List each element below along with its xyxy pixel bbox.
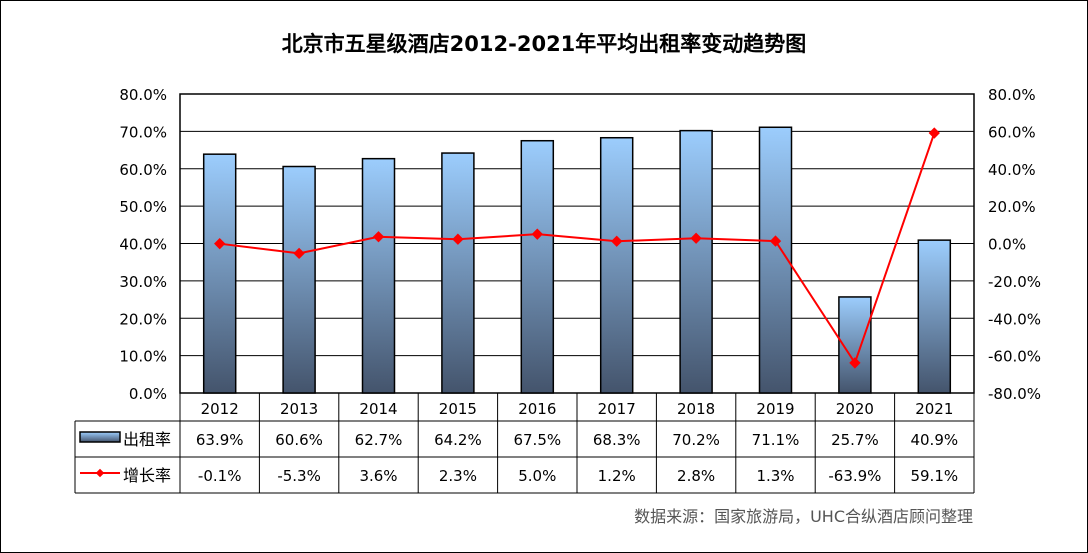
y-left-tick-label: 0.0% xyxy=(129,385,167,403)
table-cell-occupancy: 60.6% xyxy=(275,431,323,449)
bar-2017 xyxy=(599,136,634,394)
table-cell-occupancy: 71.1% xyxy=(752,431,800,449)
x-tick-label: 2018 xyxy=(677,400,715,418)
table-cell-occupancy: 40.9% xyxy=(910,431,958,449)
chart-title: 北京市五星级酒店2012-2021年平均出租率变动趋势图 xyxy=(282,32,807,56)
y-right-tick-label: 60.0% xyxy=(988,123,1036,141)
growth-point-2015 xyxy=(452,233,464,245)
growth-line xyxy=(219,132,936,366)
y-right-tick-label: 20.0% xyxy=(988,198,1036,216)
y-right-tick-label: -60.0% xyxy=(988,348,1041,366)
x-tick-label: 2015 xyxy=(439,400,477,418)
legend-bar-key xyxy=(79,431,121,443)
y-right-tick-label: -40.0% xyxy=(988,310,1041,328)
legend-line-marker xyxy=(95,468,105,478)
y-left-tick-label: 70.0% xyxy=(119,123,167,141)
y-left-tick-label: 80.0% xyxy=(119,86,167,104)
x-tick-label: 2017 xyxy=(598,400,636,418)
table-cell-growth: 2.8% xyxy=(677,467,715,485)
table-cell-growth: 5.0% xyxy=(518,467,556,485)
table-cell-growth: 1.2% xyxy=(598,467,636,485)
y-left-tick-label: 10.0% xyxy=(119,348,167,366)
bar-2012 xyxy=(202,153,237,394)
y-right-tick-label: -80.0% xyxy=(988,385,1041,403)
x-tick-label: 2013 xyxy=(280,400,318,418)
growth-point-2016 xyxy=(531,228,543,240)
bar-2018 xyxy=(679,129,713,394)
growth-point-2014 xyxy=(372,231,385,243)
growth-point-2018 xyxy=(690,232,702,244)
bar-2015 xyxy=(441,152,475,394)
bar-2019 xyxy=(758,126,793,394)
table-cell-growth: 3.6% xyxy=(359,467,397,485)
legend-label-growth: 增长率 xyxy=(123,466,171,485)
y-left-tick-label: 60.0% xyxy=(119,161,167,179)
growth-point-2017 xyxy=(611,235,623,247)
table-cell-occupancy: 64.2% xyxy=(434,431,482,449)
x-tick-label: 2014 xyxy=(359,400,397,418)
growth-point-2021 xyxy=(928,127,940,139)
table-cell-growth: -5.3% xyxy=(277,467,321,485)
y-right-tick-label: 0.0% xyxy=(988,236,1026,254)
bar-2021 xyxy=(917,239,952,394)
y-left-tick-label: 20.0% xyxy=(119,310,167,328)
table-cell-growth: 59.1% xyxy=(910,467,958,485)
table-cell-occupancy: 68.3% xyxy=(593,431,641,449)
growth-point-2012 xyxy=(214,238,226,250)
legend-label-occupancy: 出租率 xyxy=(123,430,171,449)
table-cell-occupancy: 70.2% xyxy=(672,431,720,449)
y-right-tick-label: -20.0% xyxy=(988,273,1041,291)
bar-2020 xyxy=(838,296,872,394)
growth-point-2019 xyxy=(769,235,782,247)
table-cell-growth: -0.1% xyxy=(198,467,242,485)
table-cell-growth: 1.3% xyxy=(756,467,794,485)
y-left-tick-label: 30.0% xyxy=(119,273,167,291)
table-cell-growth: 2.3% xyxy=(439,467,477,485)
source-note: 数据来源：国家旅游局，UHC合纵酒店顾问整理 xyxy=(634,507,973,526)
x-tick-label: 2012 xyxy=(201,400,239,418)
table-cell-occupancy: 63.9% xyxy=(196,431,244,449)
growth-point-2020 xyxy=(849,357,861,369)
x-tick-label: 2021 xyxy=(915,400,953,418)
y-right-tick-label: 40.0% xyxy=(988,161,1036,179)
y-left-tick-label: 40.0% xyxy=(119,236,167,254)
bar-2013 xyxy=(282,165,316,394)
y-left-tick-label: 50.0% xyxy=(119,198,167,216)
table-cell-occupancy: 62.7% xyxy=(355,431,403,449)
y-right-tick-label: 80.0% xyxy=(988,86,1036,104)
bar-2016 xyxy=(520,139,555,394)
x-tick-label: 2020 xyxy=(836,400,874,418)
table-cell-occupancy: 25.7% xyxy=(831,431,879,449)
table-cell-growth: -63.9% xyxy=(828,467,881,485)
x-tick-label: 2016 xyxy=(518,400,556,418)
growth-point-2013 xyxy=(293,247,305,260)
table-cell-occupancy: 67.5% xyxy=(513,431,561,449)
x-tick-label: 2019 xyxy=(756,400,794,418)
bar-2014 xyxy=(361,157,396,394)
